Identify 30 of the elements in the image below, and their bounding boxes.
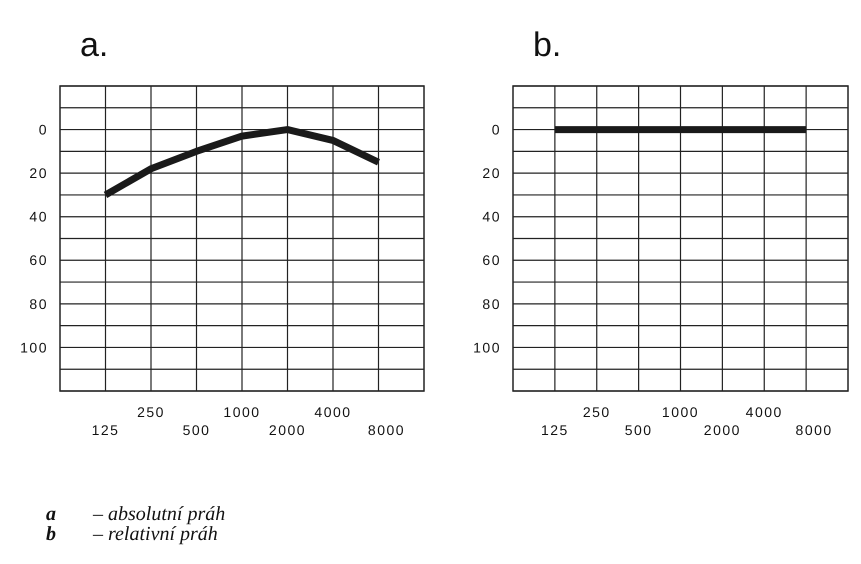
x-tick-label: 2000: [268, 422, 306, 438]
x-tick-label: 2000: [704, 422, 741, 438]
x-tick-label: 4000: [746, 404, 783, 420]
x-tick-label: 250: [582, 404, 611, 420]
y-tick-label: 40: [482, 208, 501, 225]
chart-title: a.: [80, 26, 108, 64]
y-tick-label: 80: [482, 296, 501, 312]
x-tick-label: 500: [182, 422, 210, 438]
y-tick-label: 100: [473, 339, 501, 356]
x-tick-label: 500: [624, 422, 653, 438]
y-tick-label: 100: [20, 339, 48, 356]
x-tick-label: 1000: [223, 404, 261, 420]
y-tick-label: 60: [29, 252, 48, 268]
x-tick-label: 8000: [796, 422, 833, 438]
x-tick-label: 1000: [662, 404, 700, 420]
y-tick-label: 60: [482, 252, 501, 268]
x-tick-label: 250: [137, 404, 165, 420]
chart-title: b.: [533, 26, 562, 64]
x-tick-label: 4000: [314, 404, 352, 420]
y-tick-label: 0: [492, 121, 501, 138]
x-tick-label: 125: [540, 422, 569, 438]
text: b – relativní práh: [46, 523, 218, 545]
x-tick-label: 8000: [368, 422, 406, 438]
y-tick-label: 20: [482, 165, 501, 182]
x-tick-label: 125: [92, 422, 120, 438]
y-tick-label: 40: [29, 208, 48, 225]
y-tick-label: 80: [29, 296, 48, 312]
y-tick-label: 0: [38, 121, 48, 138]
text: a – absolutní práh: [46, 503, 226, 525]
y-tick-label: 20: [29, 165, 48, 182]
